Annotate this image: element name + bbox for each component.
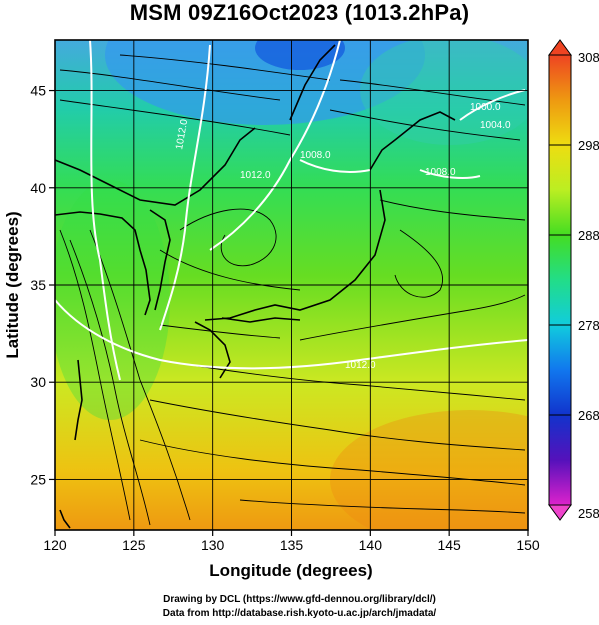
contour-label: 1012.0 [345, 360, 376, 371]
colorbar-bottom-arrow [548, 504, 572, 521]
x-tick-label: 125 [122, 537, 146, 553]
x-axis-label: Longitude (degrees) [209, 561, 372, 580]
colorbar-top-arrow [548, 39, 572, 56]
x-tick-label: 135 [280, 537, 304, 553]
y-tick-label: 25 [30, 471, 46, 487]
x-tick-label: 140 [359, 537, 383, 553]
colorbar: 258 268 278 288 298 308 [548, 39, 599, 521]
grid-lines [55, 40, 528, 530]
x-tick-label: 120 [43, 537, 67, 553]
x-tick-label: 150 [516, 537, 540, 553]
footer-credit-data: Data from http://database.rish.kyoto-u.a… [162, 608, 437, 619]
contour-label: 1008.0 [300, 150, 331, 161]
contour-label: 1008.0 [425, 167, 456, 178]
colorbar-tick-label: 298 [578, 138, 599, 153]
x-tick-label: 145 [437, 537, 461, 553]
colorbar-tick-label: 278 [578, 318, 599, 333]
contour-label: 1000.0 [470, 102, 501, 113]
colorbar-tick-label: 258 [578, 506, 599, 521]
contour-label: 1004.0 [480, 120, 511, 131]
colorbar-tick-label: 268 [578, 408, 599, 423]
colorbar-tick-label: 308 [578, 50, 599, 65]
y-tick-label: 45 [30, 83, 46, 99]
isobar-contours [55, 40, 528, 381]
y-tick-label: 40 [30, 180, 46, 196]
y-axis-label: Latitude (degrees) [3, 211, 22, 358]
y-tick-label: 35 [30, 277, 46, 293]
map-title: MSM 09Z16Oct2023 (1013.2hPa) [129, 0, 470, 25]
contour-label: 1012.0 [240, 170, 271, 181]
colorbar-ticks: 258 268 278 288 298 308 [549, 50, 599, 521]
y-tick-label: 30 [30, 374, 46, 390]
x-tick-label: 130 [201, 537, 225, 553]
contour-labels: 1012.0 1008.0 1012.0 1008.0 1004.0 1000.… [174, 102, 511, 371]
colorbar-tick-label: 288 [578, 228, 599, 243]
x-axis-ticks: 120 125 130 135 140 145 150 [43, 530, 540, 553]
y-axis-ticks: 25 30 35 40 45 [30, 83, 55, 487]
footer-credit-dcl: Drawing by DCL (https://www.gfd-dennou.o… [163, 594, 436, 605]
plot-frame [54, 39, 529, 531]
contour-label: 1012.0 [174, 118, 190, 150]
